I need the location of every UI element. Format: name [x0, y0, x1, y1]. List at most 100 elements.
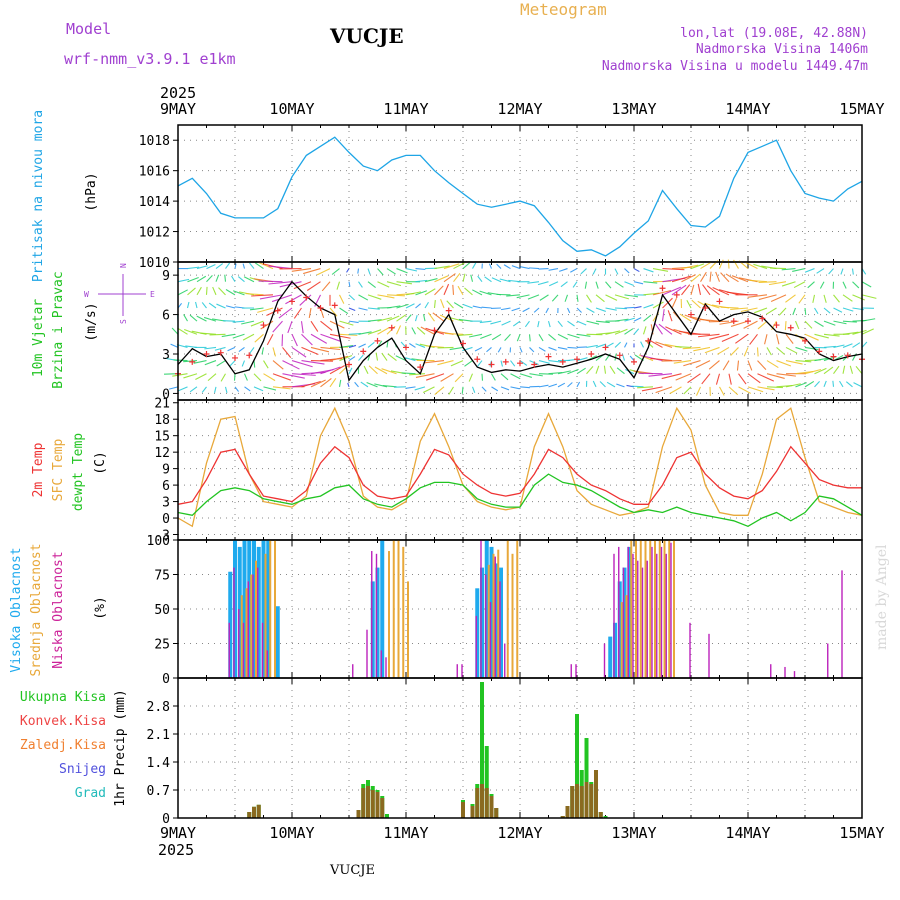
wind-arrow: [721, 333, 739, 343]
wind-arrow: [747, 373, 761, 384]
high-cloud-bar: [256, 546, 261, 678]
wind-arrow: [510, 386, 520, 390]
mid-cloud-bar: [654, 540, 656, 678]
wind-gust-marker: [460, 340, 466, 347]
mid-cloud-bar: [407, 581, 409, 678]
wind-arrow: [683, 360, 701, 367]
pressure-axis-label: Pritisak na nivou mora: [31, 110, 46, 282]
wind-arrow: [404, 357, 416, 362]
wind-arrow: [702, 284, 711, 296]
low-cloud-bar: [570, 664, 572, 678]
wind-arrow: [258, 262, 274, 270]
wind-arrow: [462, 346, 473, 352]
wind-arrow: [329, 365, 345, 375]
credit-label: made by Angel: [874, 544, 890, 650]
wind-arrow: [374, 383, 388, 388]
wind-arrow: [386, 340, 389, 348]
wind-arrow: [354, 381, 359, 388]
wind-arrow: [177, 278, 190, 283]
temp-ytick-label: -3: [154, 529, 170, 544]
wind-arrow: [691, 299, 701, 309]
bottom-date-label: 15MAY: [839, 824, 884, 842]
wind-arrow: [631, 385, 644, 388]
wind-arrow: [673, 360, 692, 364]
high-cloud-bar: [266, 540, 271, 678]
low-cloud-bar: [247, 581, 249, 678]
wind-arrow: [730, 307, 749, 310]
wind-arrow: [409, 343, 416, 348]
wind-arrow: [225, 262, 231, 269]
model-elevation-label: Nadmorska Visina u modelu 1449.47m: [602, 59, 868, 74]
wind-arrow: [301, 380, 321, 388]
wind-gust-marker: [431, 327, 438, 334]
wind-arrow: [804, 346, 819, 351]
wind-arrow: [206, 274, 213, 283]
wind-arrow: [415, 268, 426, 270]
wind-gust-marker: [631, 358, 637, 365]
wind-arrow: [360, 381, 369, 388]
wind-speed-line: [177, 280, 863, 382]
top-time-axis: 9MAY 10MAY 11MAY 12MAY 13MAY 14MAY 15MAY: [160, 100, 885, 118]
wind-gust-marker: [502, 358, 509, 365]
wind-arrow: [254, 262, 264, 270]
wind-gust-marker: [346, 361, 352, 368]
wind-arrow: [567, 382, 573, 388]
wind-arrow: [291, 346, 307, 358]
wind-arrow: [567, 320, 575, 327]
wind-arrow: [243, 373, 248, 381]
wind-arrow: [457, 285, 464, 296]
wind-arrow: [633, 306, 642, 309]
wind-arrow: [522, 307, 530, 313]
total-precip-bar: [584, 738, 589, 818]
wind-arrow: [301, 333, 313, 346]
precip-panel: 0 0.7 1.4 2.1 2.8: [147, 678, 863, 827]
wind-arrow: [708, 360, 720, 370]
wind-arrow: [339, 294, 345, 304]
wind-arrow: [559, 268, 568, 272]
high-cloud-bar: [261, 540, 266, 678]
wind-arrow: [853, 382, 863, 388]
elevation-label: Nadmorska Visina 1406m: [696, 42, 868, 57]
mid-cloud-bar: [639, 540, 642, 678]
low-cloud-bar: [461, 664, 463, 678]
wind-arrow: [519, 360, 528, 366]
wind-gust-marker: [317, 305, 324, 311]
wind-arrow: [216, 360, 226, 367]
wind-arrow: [706, 285, 720, 296]
wind-arrow: [434, 265, 450, 270]
wind-arrow: [861, 294, 877, 299]
wind-arrow: [823, 380, 827, 388]
wind-gust-marker: [816, 348, 823, 355]
conv-precip-bar: [480, 784, 484, 818]
wind-arrow: [491, 277, 502, 283]
wind-arrow: [766, 347, 772, 356]
pressure-ytick-label: 1014: [139, 195, 170, 210]
wind-arrow: [232, 333, 245, 339]
high-cloud-bar: [613, 622, 617, 678]
wind-arrow: [241, 320, 255, 325]
wind-arrow: [842, 343, 853, 348]
wind-arrow: [538, 346, 546, 352]
temp-ytick-label: 9: [162, 463, 170, 478]
wind-arrow: [814, 320, 824, 327]
wind-arrow: [652, 268, 669, 272]
wind-arrow: [238, 346, 245, 353]
wind-arrow: [681, 284, 691, 296]
conv-precip-bar: [380, 798, 385, 818]
mid-cloud-bar: [630, 540, 633, 678]
wind-arrow: [840, 268, 844, 275]
mid-cloud-bar: [264, 553, 267, 678]
wind-arrow: [301, 360, 325, 365]
wind-arrow: [440, 298, 445, 309]
wind-arrow: [528, 334, 531, 342]
wind-arrow: [849, 365, 854, 374]
bottom-date-label: 12MAY: [497, 824, 542, 842]
wind-arrow: [548, 371, 563, 375]
wind-arrow: [538, 360, 550, 364]
wind-arrow: [548, 268, 559, 271]
wind-arrow: [728, 373, 732, 385]
temp-ytick-label: 3: [162, 496, 170, 511]
wind-arrow: [434, 275, 449, 283]
wind-arrow: [177, 327, 188, 335]
wind-arrow: [624, 328, 634, 335]
